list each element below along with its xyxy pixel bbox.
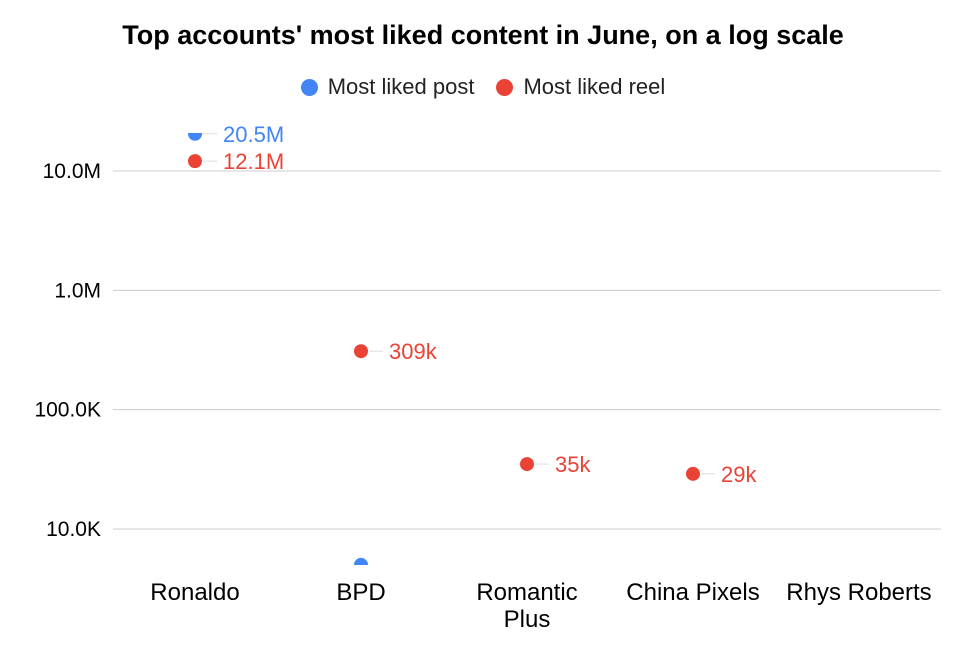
legend-label-reel: Most liked reel — [523, 74, 666, 99]
reel-point — [686, 466, 700, 481]
post-point — [188, 133, 202, 141]
chart-legend: Most liked post Most liked reel — [0, 74, 960, 100]
data-label: 12.1M — [223, 149, 284, 174]
x-tick-label: China Pixels — [626, 579, 759, 606]
x-tick-label: Ronaldo — [150, 579, 239, 606]
data-label: 309k — [389, 339, 438, 364]
legend-swatch-reel — [496, 78, 514, 96]
data-label: 29k — [721, 462, 757, 487]
x-tick-label: BPD — [336, 579, 385, 606]
x-tick-label: Romantic Plus — [476, 579, 577, 633]
legend-item-post: Most liked post — [300, 74, 475, 100]
y-tick-label: 10.0M — [43, 160, 101, 183]
reel-point — [520, 457, 534, 472]
y-tick-label: 1.0M — [54, 279, 101, 302]
legend-label-post: Most liked post — [327, 74, 475, 99]
x-tick-label: Rhys Roberts — [786, 579, 931, 606]
reel-point — [188, 154, 202, 169]
legend-item-reel: Most liked reel — [496, 74, 665, 100]
data-label: 35k — [555, 452, 591, 477]
reel-point — [354, 344, 368, 359]
y-tick-label: 100.0K — [34, 399, 101, 422]
legend-swatch-post — [300, 78, 318, 96]
y-tick-label: 10.0K — [46, 518, 101, 541]
data-label: 20.5M — [223, 122, 284, 147]
post-point — [354, 557, 368, 565]
chart-title: Top accounts' most liked content in June… — [122, 20, 844, 50]
